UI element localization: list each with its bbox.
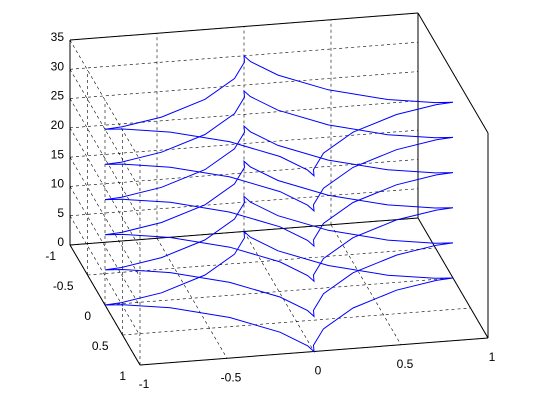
y-tick-label: -0.5	[53, 279, 74, 293]
axis-line	[417, 12, 489, 134]
grid-line	[330, 224, 402, 345]
y-tick-label: -1	[45, 249, 56, 263]
x-tick-label: 0	[315, 364, 322, 378]
z-tick-label: 25	[51, 89, 65, 103]
z-tick-label: 15	[51, 147, 65, 161]
grid-line	[69, 100, 419, 129]
grid-line	[69, 71, 419, 99]
grid-line	[69, 69, 141, 190]
grid-line	[69, 98, 141, 219]
grid-line	[87, 247, 436, 276]
grid-line	[69, 12, 419, 41]
grid-line	[69, 156, 141, 278]
curve	[104, 89, 454, 213]
grid-line	[104, 277, 454, 306]
grid-line	[156, 238, 228, 359]
x-tick-label: 0.5	[397, 357, 414, 371]
curve	[104, 54, 454, 178]
grid-line	[243, 231, 315, 352]
y-tick-label: 1	[119, 369, 126, 383]
x-tick-label: -1	[139, 377, 150, 391]
z-tick-label: 30	[51, 59, 65, 73]
grid-line	[69, 215, 141, 336]
z-tick-label: 0	[57, 235, 64, 249]
x-tick-label: 1	[489, 350, 496, 364]
grid-line	[69, 129, 419, 158]
curve	[104, 124, 454, 248]
z-tick-label: 10	[51, 177, 65, 191]
z-tick-label: 20	[51, 118, 65, 132]
grid-line	[69, 159, 419, 187]
grid-line	[69, 244, 141, 366]
curve	[104, 159, 454, 283]
y-tick-label: 0.5	[92, 339, 109, 353]
z-tick-label: 5	[57, 206, 64, 220]
x-tick-label: -0.5	[221, 370, 242, 384]
z-tick-label: 35	[51, 30, 65, 44]
grid-line	[69, 127, 141, 249]
grid-line	[69, 39, 141, 161]
curve	[104, 230, 454, 353]
grid-line	[122, 307, 471, 336]
grid-line	[417, 217, 489, 339]
y-tick-label: 0	[84, 309, 91, 323]
curve	[104, 195, 454, 318]
grid-line	[69, 186, 141, 307]
